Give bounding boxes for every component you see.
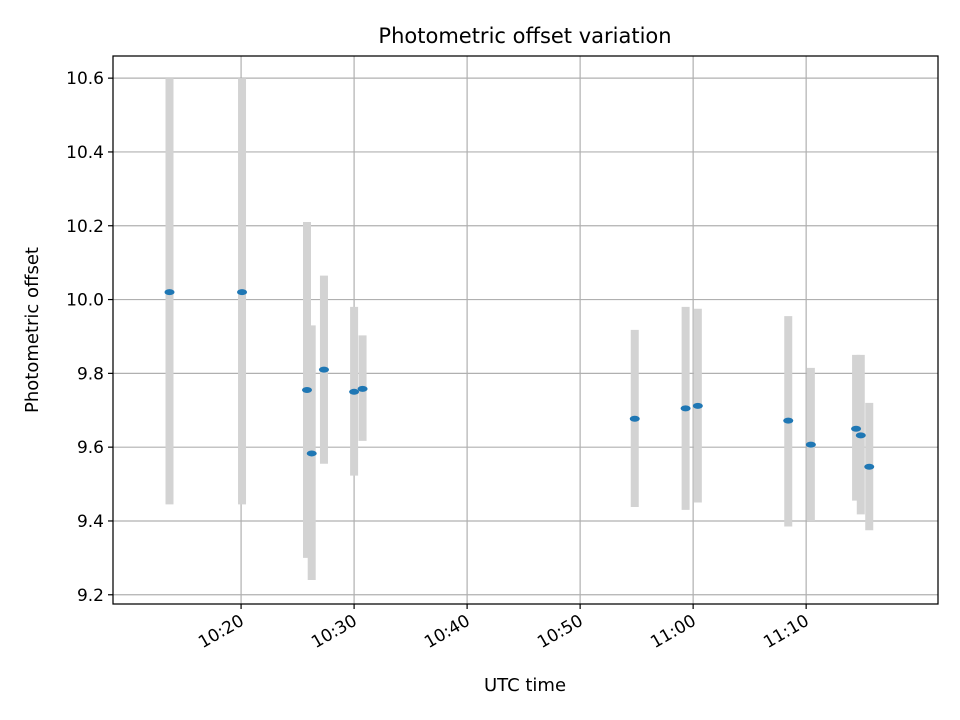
data-point	[306, 450, 317, 457]
x-axis-label: UTC time	[484, 675, 566, 696]
y-tick-label: 10.0	[66, 291, 104, 311]
data-point	[237, 289, 248, 296]
data-point	[164, 289, 175, 296]
data-point	[302, 386, 313, 393]
y-tick-label: 9.2	[77, 586, 104, 606]
grid	[113, 56, 938, 604]
y-tick-label: 9.8	[77, 364, 104, 384]
y-tick-label: 10.4	[66, 143, 104, 163]
chart-title: Photometric offset variation	[378, 24, 671, 48]
data-points	[164, 289, 875, 470]
plot-frame	[112, 55, 939, 605]
y-axis-ticks: 9.2 9.4 9.6 9.8 10.0 10.2 10.4 10.6	[66, 69, 113, 606]
data-point	[680, 405, 691, 412]
data-point	[851, 425, 862, 432]
y-tick-label: 9.4	[77, 512, 104, 532]
y-axis-label: Photometric offset	[22, 247, 43, 413]
y-tick-label: 10.6	[66, 69, 104, 89]
data-point	[692, 402, 703, 409]
data-point	[805, 441, 816, 448]
data-point	[357, 385, 368, 392]
data-point	[318, 366, 329, 373]
data-point	[349, 388, 360, 395]
data-point	[855, 432, 866, 439]
y-tick-label: 9.6	[77, 438, 104, 458]
y-tick-label: 10.2	[66, 217, 104, 237]
data-point	[864, 463, 875, 470]
data-point	[783, 417, 794, 424]
data-point	[629, 415, 640, 422]
